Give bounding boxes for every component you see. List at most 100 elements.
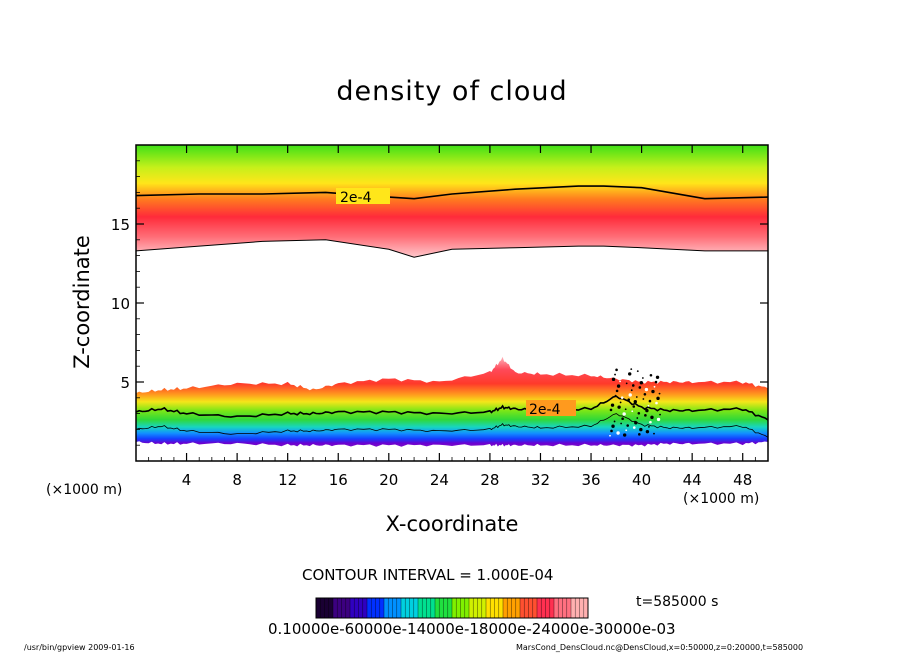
speckle <box>630 368 633 371</box>
speckle <box>632 426 636 429</box>
speckle <box>635 396 638 398</box>
speckle <box>624 408 627 411</box>
speckle <box>650 415 654 420</box>
lower-contour-label: 2e-4 <box>529 402 561 418</box>
speckle <box>615 368 618 372</box>
speckle <box>634 421 638 425</box>
x-tick-label: 12 <box>278 471 297 489</box>
speckle <box>641 377 644 379</box>
y-tick-label: 10 <box>111 295 130 313</box>
speckle <box>644 414 647 417</box>
speckle <box>616 431 620 435</box>
speckle <box>620 422 623 425</box>
speckle <box>625 429 628 432</box>
speckle <box>650 368 655 373</box>
speckle <box>645 429 650 434</box>
speckle <box>620 396 624 399</box>
speckle <box>639 427 643 432</box>
plot-area <box>136 145 768 447</box>
x-tick-label: 24 <box>430 471 449 489</box>
speckle <box>609 434 611 437</box>
speckle <box>654 380 658 384</box>
speckle <box>610 403 615 407</box>
speckle <box>622 433 627 437</box>
speckle <box>614 373 616 376</box>
speckle <box>638 433 641 436</box>
contour-labels: 2e-4 2e-4 <box>336 188 576 418</box>
y-axis-label: Z-coordinate <box>70 235 94 369</box>
x-axis-unit-right: (×1000 m) <box>683 491 760 507</box>
y-tick-label: 15 <box>111 216 130 234</box>
speckle <box>638 386 642 389</box>
speckle <box>643 392 647 396</box>
speckle <box>617 405 621 409</box>
speckle <box>637 411 641 415</box>
x-tick-label: 44 <box>683 471 702 489</box>
upper-cloud-layer <box>136 145 768 258</box>
x-tick-label: 16 <box>329 471 348 489</box>
footer-source: MarsCond_DensCloud.nc@DensCloud,x=0:5000… <box>516 643 804 652</box>
y-tick-label: 5 <box>120 374 130 392</box>
x-tick-label: 40 <box>632 471 651 489</box>
speckle <box>626 424 629 427</box>
speckle <box>655 401 658 405</box>
colorbar <box>315 598 589 618</box>
speckle <box>613 420 616 423</box>
speckle <box>628 393 632 397</box>
speckle <box>619 401 622 404</box>
speckle <box>621 417 624 421</box>
speckle <box>659 413 661 416</box>
speckle <box>649 420 652 424</box>
x-axis-unit-left: (×1000 m) <box>46 482 123 498</box>
speckle <box>645 408 649 413</box>
speckle <box>644 387 649 392</box>
x-tick-label: 32 <box>531 471 550 489</box>
speckle <box>610 429 613 433</box>
x-tick-label: 48 <box>733 471 752 489</box>
speckle <box>649 373 653 377</box>
speckle <box>658 392 661 395</box>
speckle <box>626 377 630 380</box>
contour-interval-note: CONTOUR INTERVAL = 1.000E-04 <box>302 566 554 584</box>
footer-program: /usr/bin/gpview 2009-01-16 <box>24 643 135 652</box>
speckle <box>656 396 660 401</box>
speckle <box>609 408 613 412</box>
speckle <box>611 377 616 382</box>
speckle <box>653 385 656 388</box>
lower-layer-thin-contour <box>136 413 768 438</box>
speckle <box>655 375 660 379</box>
speckle <box>611 424 615 428</box>
speckle <box>616 384 621 388</box>
speckle <box>633 400 637 404</box>
x-axis: 4 8 12 16 20 24 28 32 36 40 44 48 <box>148 145 756 489</box>
speckle <box>643 371 646 375</box>
speckle <box>636 370 639 373</box>
speckle <box>619 380 622 383</box>
upper-layer-2e-4-contour <box>136 185 768 200</box>
speckle <box>622 412 626 416</box>
speckle <box>642 398 645 400</box>
speckle <box>653 432 655 435</box>
time-label: t=585000 s <box>636 594 719 610</box>
speckle <box>615 389 619 393</box>
x-tick-label: 4 <box>182 471 192 489</box>
x-tick-label: 20 <box>379 471 398 489</box>
speckle <box>625 382 628 385</box>
speckle <box>636 417 639 419</box>
colorbar-tick-labels: 0.10000e-60000e-14000e-18000e-24000e-300… <box>268 620 676 638</box>
lower-cloud-layer <box>136 356 768 447</box>
speckle <box>647 404 650 407</box>
upper-contour-label: 2e-4 <box>340 190 372 206</box>
x-axis-label: X-coordinate <box>385 512 519 536</box>
speckle <box>656 417 661 422</box>
colorbar-frame <box>315 597 589 619</box>
speckle <box>632 405 636 408</box>
x-tick-label: 8 <box>232 471 242 489</box>
speckle <box>631 410 634 413</box>
speckle <box>627 398 631 402</box>
upper-layer-base-contour <box>136 239 768 258</box>
speckle <box>639 381 644 385</box>
speckle <box>631 384 635 387</box>
speckle <box>630 389 633 392</box>
